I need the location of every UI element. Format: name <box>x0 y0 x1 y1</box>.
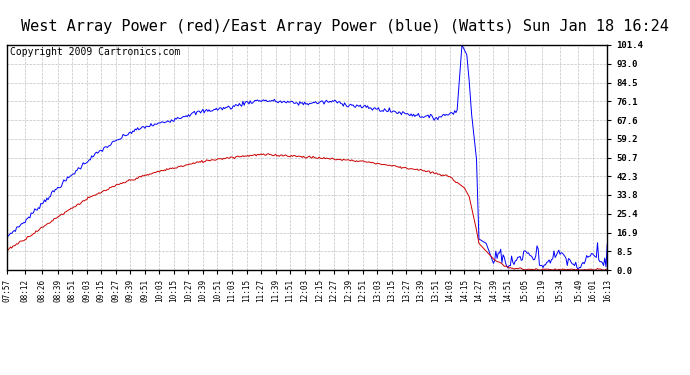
Text: Copyright 2009 Cartronics.com: Copyright 2009 Cartronics.com <box>10 47 180 57</box>
Text: West Array Power (red)/East Array Power (blue) (Watts) Sun Jan 18 16:24: West Array Power (red)/East Array Power … <box>21 19 669 34</box>
